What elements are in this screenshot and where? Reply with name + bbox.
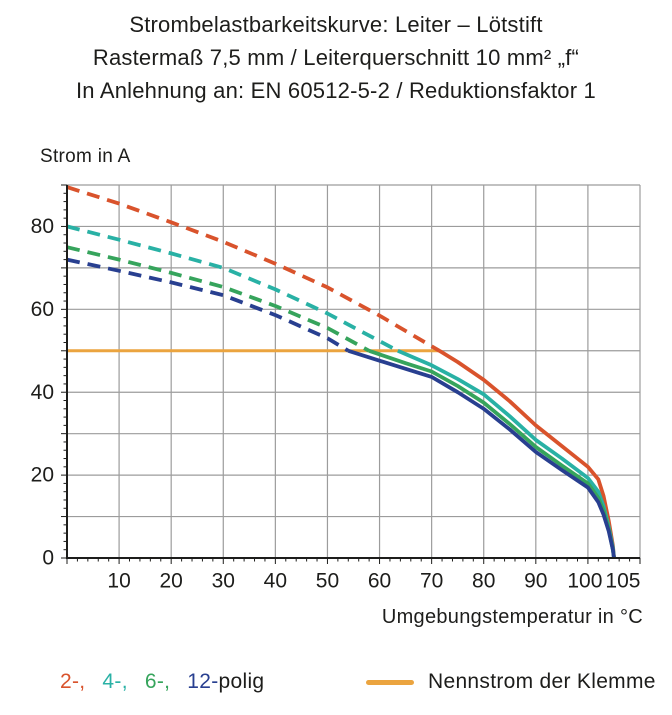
- x-tick-label-20: 20: [160, 570, 183, 593]
- x-tick-labels: 10 20 30 40 50 60 70 80 90 100 105: [107, 570, 640, 593]
- chart-title: Strombelastbarkeitskurve: Leiter – Lötst…: [0, 8, 672, 107]
- x-tick-label-100: 100: [567, 570, 602, 593]
- y-tick-label-40: 40: [31, 381, 54, 404]
- x-tick-label-30: 30: [212, 570, 235, 593]
- x-tick-label-70: 70: [420, 570, 443, 593]
- nennstrom-line-swatch: [366, 679, 414, 685]
- curve-12-polig-solid: [347, 348, 616, 559]
- legend-pole-3: 12-: [187, 670, 219, 693]
- x-tick-label-10: 10: [107, 570, 130, 593]
- legend-poles: 2-, 4-, 6-, 12- polig: [60, 670, 264, 694]
- curve-12-polig-dashed: [66, 257, 350, 353]
- axes: [61, 184, 641, 564]
- y-tick-label-0: 0: [42, 547, 54, 570]
- y-tick-label-80: 80: [31, 215, 54, 238]
- title-line-2: Rastermaß 7,5 mm / Leiterquerschnitt 10 …: [92, 45, 580, 70]
- curve-2-polig-dashed: [66, 185, 441, 353]
- x-axis-title: Umgebungstemperatur in °C: [381, 606, 643, 628]
- x-tick-label-40: 40: [264, 570, 287, 593]
- derating-chart: 10 20 30 40 50 60 70 80 90 100 105 0 20 40 60 80: [31, 184, 641, 593]
- y-tick-label-20: 20: [31, 464, 54, 487]
- x-tick-label-90: 90: [524, 570, 547, 593]
- x-tick-label-50: 50: [316, 570, 339, 593]
- y-tick-labels: 0 20 40 60 80: [31, 215, 54, 570]
- legend-pole-0: 2-,: [60, 670, 86, 693]
- x-tick-label-105: 105: [605, 570, 640, 593]
- legend-pole-2: 6-,: [144, 670, 171, 693]
- nennstrom-label: Nennstrom der Klemme: [428, 670, 656, 693]
- curve-6-polig-dashed: [66, 245, 371, 353]
- x-tick-label-80: 80: [472, 570, 495, 593]
- gridlines: [67, 184, 641, 558]
- legend-nennstrom: Nennstrom der Klemme: [366, 670, 656, 694]
- legend-poles-suffix: polig: [218, 670, 265, 693]
- title-line-3: In Anlehnung an: EN 60512-5-2 / Reduktio…: [75, 78, 596, 103]
- legend-pole-1: 4-,: [102, 670, 128, 693]
- curve-4-polig-dashed: [66, 224, 399, 353]
- y-axis-title: Strom in A: [40, 146, 131, 167]
- curve-4-polig-solid: [397, 349, 616, 559]
- curve-6-polig-solid: [368, 349, 616, 559]
- y-tick-label-60: 60: [31, 298, 54, 321]
- title-line-1: Strombelastbarkeitskurve: Leiter – Lötst…: [129, 12, 543, 37]
- x-tick-label-60: 60: [368, 570, 391, 593]
- series-group: [66, 185, 616, 559]
